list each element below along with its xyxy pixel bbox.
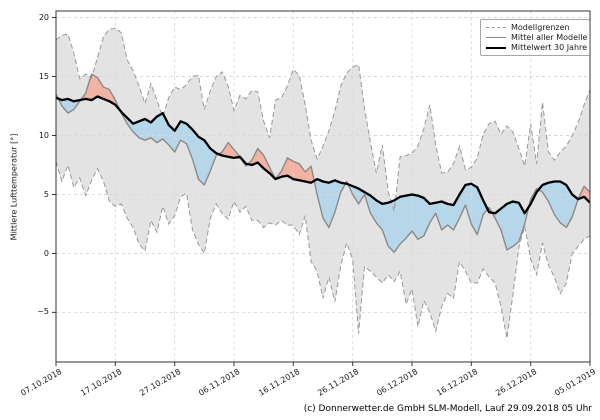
plot-area	[56, 11, 590, 362]
model-lower-bound-line	[56, 161, 590, 339]
cold-anomaly-fill	[58, 98, 81, 114]
legend-label: Modellgrenzen	[511, 22, 570, 32]
cold-anomaly-fill	[538, 181, 579, 228]
legend: Modellgrenzen Mittel aller Modelle Mitte…	[480, 19, 590, 56]
legend-item-mittelwert-30-jahre: Mittelwert 30 Jahre	[486, 43, 588, 53]
plot-border	[55, 10, 591, 363]
warm-anomaly-fill	[218, 142, 240, 158]
source-caption: (c) Donnerwetter.de GmbH SLM-Modell, Lau…	[303, 404, 592, 414]
model-mean-line	[56, 73, 590, 254]
y-axis-title: Mittlere Lufttemperatur [°]	[9, 133, 19, 241]
legend-label: Mittelwert 30 Jahre	[511, 43, 588, 53]
thick-line-marker-icon	[486, 46, 506, 49]
model-upper-bound-line	[56, 27, 590, 212]
dashed-line-marker-icon	[486, 26, 506, 28]
cold-anomaly-fill	[314, 179, 346, 228]
legend-item-modellgrenzen: Modellgrenzen	[486, 23, 584, 32]
cold-anomaly-fill	[120, 110, 219, 185]
legend-item-mittel-aller-modelle: Mittel aller Modelle	[486, 32, 588, 42]
climate-mean-line	[56, 95, 590, 215]
solid-line-marker-icon	[486, 36, 506, 38]
cold-anomaly-fill	[348, 183, 488, 253]
legend-label: Mittel aller Modelle	[511, 32, 588, 42]
